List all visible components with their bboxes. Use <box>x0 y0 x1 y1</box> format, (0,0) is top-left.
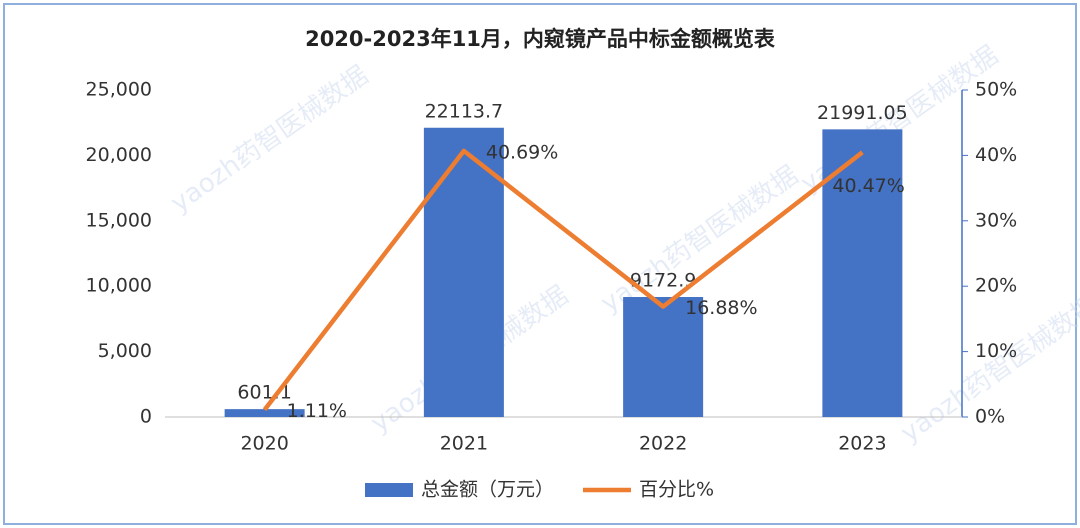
y-tick-label: 10,000 <box>86 275 152 297</box>
chart-title: 2020-2023年11月，内窥镜产品中标金额概览表 <box>305 27 776 51</box>
data-label: 40.69% <box>486 141 558 163</box>
legend-label: 总金额（万元） <box>421 479 554 501</box>
y-tick-label: 15,000 <box>86 209 152 231</box>
x-tick-label: 2020 <box>240 433 288 455</box>
y2-tick-label: 10% <box>975 340 1017 362</box>
legend-label: 百分比% <box>639 479 714 501</box>
y2-tick-label: 40% <box>975 144 1017 166</box>
bar <box>623 297 704 417</box>
data-label: 40.47% <box>832 175 904 197</box>
bar <box>822 129 903 418</box>
y-tick-label: 25,000 <box>86 79 152 101</box>
y-tick-label: 5,000 <box>98 340 152 362</box>
x-tick-label: 2023 <box>838 433 886 455</box>
bar <box>423 127 504 417</box>
data-label: 22113.7 <box>425 100 504 122</box>
y2-tick-label: 50% <box>975 79 1017 101</box>
x-tick-label: 2021 <box>440 433 488 455</box>
data-label: 1.11% <box>287 400 347 422</box>
data-label: 21991.05 <box>817 102 908 124</box>
y2-tick-label: 0% <box>975 406 1005 428</box>
y-tick-label: 20,000 <box>86 144 152 166</box>
y2-tick-label: 20% <box>975 275 1017 297</box>
data-label: 16.88% <box>685 297 757 319</box>
line <box>262 148 864 412</box>
y2-tick-label: 30% <box>975 209 1017 231</box>
legend-swatch <box>365 483 413 497</box>
data-label: 601.1 <box>237 382 291 404</box>
y-tick-label: 0 <box>140 406 152 428</box>
bar <box>224 409 305 417</box>
data-label: 9172.9 <box>630 270 696 292</box>
x-tick-label: 2022 <box>639 433 687 455</box>
